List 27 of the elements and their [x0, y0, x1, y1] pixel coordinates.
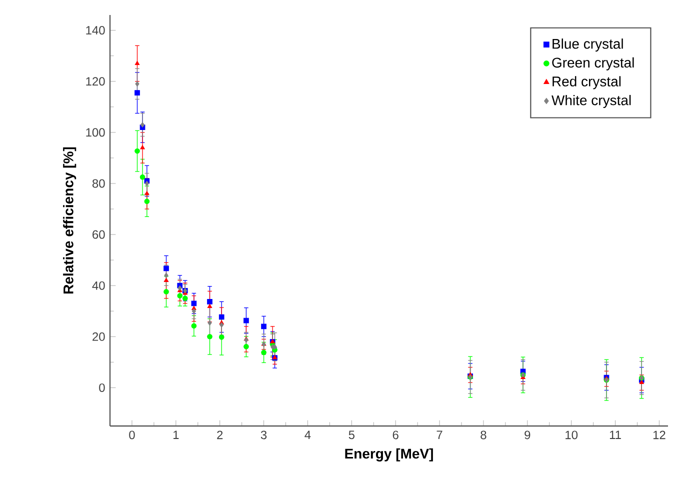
x-tick-label: 3: [260, 430, 267, 440]
x-tick-label: 5: [348, 430, 354, 440]
y-tick-label: 100: [86, 128, 105, 137]
x-tick-label: 1: [173, 430, 179, 439]
y-tick-label: 120: [86, 77, 105, 86]
x-axis-title: Energy [MeV]: [345, 448, 433, 462]
x-tick-label: 9: [524, 430, 530, 440]
x-tick-label: 2: [217, 430, 223, 440]
y-tick-label: 0: [99, 383, 105, 392]
x-tick-label: 0: [129, 430, 135, 440]
x-tick-label: 8: [480, 430, 486, 440]
x-tick-label: 11: [610, 430, 621, 439]
legend-label: White crystal: [552, 94, 631, 108]
y-tick-label: 80: [92, 179, 105, 188]
y-tick-label: 140: [86, 26, 105, 35]
legend-label: Red crystal: [552, 76, 621, 90]
x-tick-label: 4: [304, 430, 311, 439]
x-tick-label: 7: [436, 430, 442, 439]
x-tick-label: 10: [566, 430, 578, 440]
y-tick-label: 40: [92, 281, 105, 290]
y-tick-label: 20: [92, 332, 105, 341]
x-tick-label: 12: [653, 430, 666, 440]
legend-label: Green crystal: [552, 57, 634, 70]
legend-label: Blue crystal: [552, 38, 623, 52]
x-tick-label: 6: [392, 430, 398, 440]
y-tick-label: 60: [92, 230, 105, 239]
y-axis-title: Relative efficiency [%]: [63, 147, 76, 294]
